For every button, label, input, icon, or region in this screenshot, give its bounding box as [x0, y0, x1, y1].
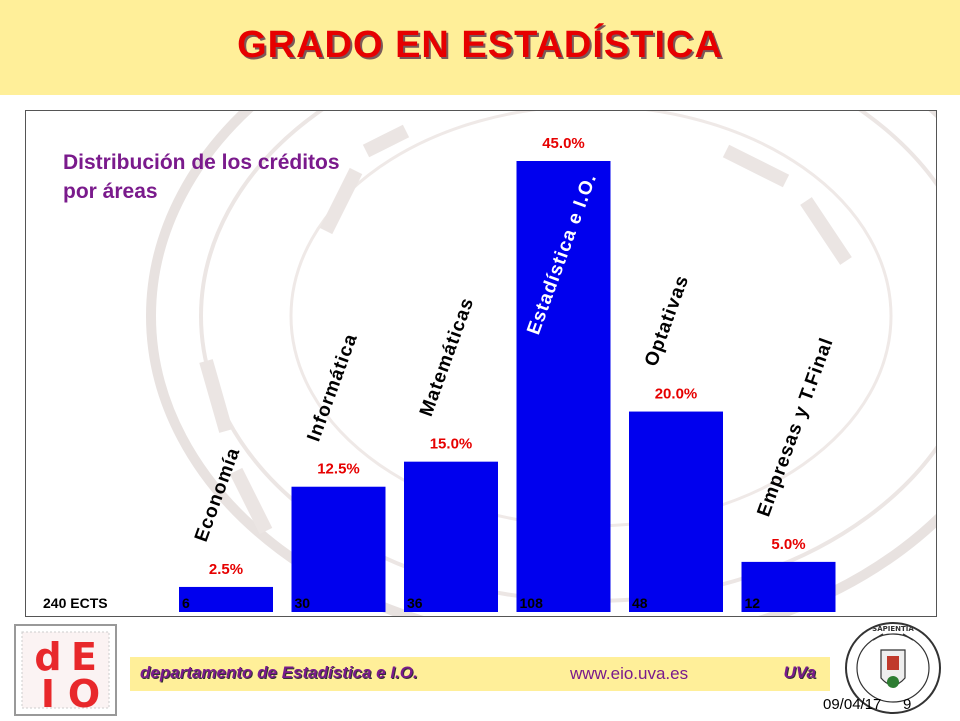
bar-percent-label: 12.5% — [317, 461, 360, 478]
bar-chart: 240 ECTS 6 2.5% Economía 30 12.5% Informática 3… — [43, 135, 838, 612]
footer-website-link[interactable]: www.eio.uva.es — [570, 664, 689, 683]
bar-value-label: 30 — [295, 595, 311, 611]
bar-value-label: 6 — [182, 595, 190, 611]
uva-seal-logo: SAPIENTIA — [843, 620, 943, 716]
bar-2 — [404, 461, 498, 612]
bar-value-label: 108 — [520, 595, 544, 611]
page-title: GRADO EN ESTADÍSTICA — [237, 24, 723, 66]
bar-percent-label: 20.0% — [655, 386, 698, 403]
bar-4 — [629, 411, 723, 612]
bar-percent-label: 5.0% — [771, 536, 805, 553]
svg-text:I: I — [41, 672, 55, 716]
category-label: Economía — [191, 445, 245, 545]
category-label: Matemáticas — [416, 295, 479, 420]
footer-department: departamento de Estadística e I.O. — [140, 663, 418, 682]
chart-title: Distribución de los créditos por áreas — [63, 151, 340, 203]
title-band — [0, 0, 960, 95]
deio-logo: d E I O — [14, 624, 117, 716]
total-ects-label: 240 ECTS — [43, 595, 108, 611]
bar-0 — [179, 586, 273, 612]
bar-percent-label: 15.0% — [430, 436, 473, 453]
slide-number: 9 — [903, 696, 912, 713]
bar-value-label: 48 — [632, 595, 648, 611]
bar-value-label: 36 — [407, 595, 423, 611]
bar-3 — [516, 161, 611, 612]
footer-bar: departamento de Estadística e I.O. www.e… — [130, 657, 830, 691]
svg-text:E: E — [71, 635, 97, 679]
svg-text:d: d — [34, 635, 61, 679]
bar-value-label: 12 — [745, 595, 761, 611]
svg-text:O: O — [68, 672, 100, 716]
category-label: Optativas — [641, 272, 693, 369]
bar-percent-label: 2.5% — [209, 561, 243, 578]
bar-percent-label: 45.0% — [542, 135, 585, 152]
category-label: Informática — [303, 331, 362, 445]
category-label: Empresas y T.Final — [753, 335, 837, 520]
footer-university: UVa — [783, 663, 816, 682]
svg-text:SAPIENTIA: SAPIENTIA — [872, 625, 914, 633]
bar-1 — [291, 486, 386, 612]
bar-5 — [741, 561, 836, 612]
chart-panel: 240 ECTS 6 2.5% Economía 30 12.5% Informática 3… — [25, 110, 937, 617]
slide-date: 09/04/17 — [823, 696, 882, 713]
